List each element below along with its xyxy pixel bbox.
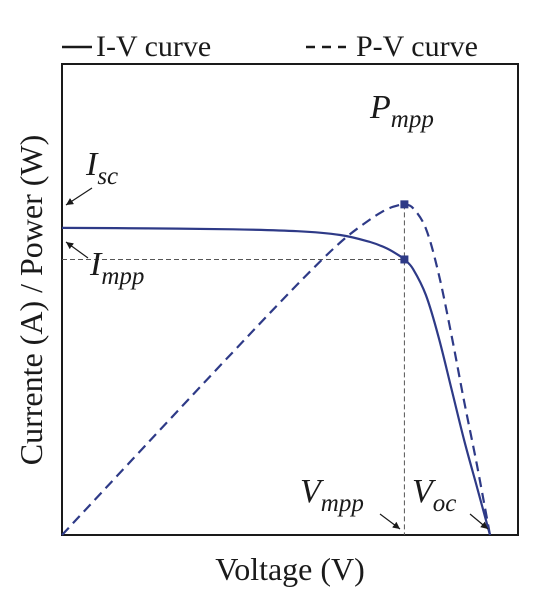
voc-arrow [469,513,489,530]
voc-annotation: Voc [412,473,456,517]
pmpp-annotation: Pmpp [369,89,434,133]
vmpp-arrow [379,513,401,530]
vmpp-annotation: Vmpp [300,473,364,517]
legend-pv-label: P-V curve [356,30,478,63]
pmpp-marker [400,200,409,209]
plot-frame [61,63,519,536]
impp-arrow [65,241,89,259]
pv-curve-line [61,202,492,536]
x-axis-title: Voltage (V) [215,551,365,587]
legend-iv-label: I-V curve [96,30,211,63]
impp-marker [400,255,409,264]
impp-annotation: Impp [89,246,144,290]
y-axis-title: Currente (A) / Power (W) [13,135,49,466]
isc-annotation: Isc [85,146,118,190]
isc-arrow [65,187,93,206]
legend: I-V curve P-V curve [62,30,478,63]
